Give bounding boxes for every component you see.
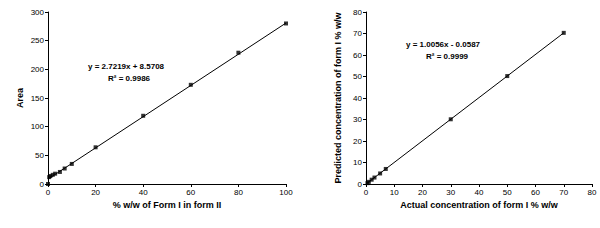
svg-text:0: 0 xyxy=(358,180,363,189)
svg-text:0: 0 xyxy=(40,180,45,189)
svg-text:200: 200 xyxy=(31,65,45,74)
svg-text:300: 300 xyxy=(31,8,45,17)
svg-text:150: 150 xyxy=(31,94,45,103)
svg-text:60: 60 xyxy=(186,188,195,197)
svg-text:70: 70 xyxy=(353,29,362,38)
svg-text:y = 1.0056x - 0.0587: y = 1.0056x - 0.0587 xyxy=(406,40,481,49)
svg-text:70: 70 xyxy=(559,188,568,197)
svg-text:% w/w of Form I in form II: % w/w of Form I in form II xyxy=(113,200,222,210)
svg-text:Area: Area xyxy=(15,87,25,108)
svg-text:100: 100 xyxy=(279,188,293,197)
svg-text:50: 50 xyxy=(353,72,362,81)
svg-text:80: 80 xyxy=(353,8,362,17)
svg-text:R² = 0.9986: R² = 0.9986 xyxy=(108,74,151,83)
svg-text:0: 0 xyxy=(46,188,51,197)
svg-text:20: 20 xyxy=(418,188,427,197)
svg-text:100: 100 xyxy=(31,122,45,131)
svg-text:30: 30 xyxy=(446,188,455,197)
svg-text:10: 10 xyxy=(353,158,362,167)
svg-text:R² = 0.9999: R² = 0.9999 xyxy=(426,52,469,61)
svg-text:20: 20 xyxy=(91,188,100,197)
svg-text:250: 250 xyxy=(31,36,45,45)
svg-text:50: 50 xyxy=(35,151,44,160)
svg-text:y = 2.7219x + 8.5708: y = 2.7219x + 8.5708 xyxy=(88,62,165,71)
svg-text:40: 40 xyxy=(475,188,484,197)
svg-text:60: 60 xyxy=(353,51,362,60)
svg-text:80: 80 xyxy=(588,188,597,197)
svg-text:Actual concentration of form I: Actual concentration of form I % w/w xyxy=(400,200,559,210)
svg-text:Predicted concentration of for: Predicted concentration of form I % w/w xyxy=(333,11,343,183)
svg-text:50: 50 xyxy=(503,188,512,197)
svg-text:10: 10 xyxy=(390,188,399,197)
svg-text:60: 60 xyxy=(531,188,540,197)
svg-text:40: 40 xyxy=(139,188,148,197)
svg-text:0: 0 xyxy=(364,188,369,197)
svg-text:40: 40 xyxy=(353,94,362,103)
svg-text:30: 30 xyxy=(353,115,362,124)
svg-text:80: 80 xyxy=(234,188,243,197)
svg-text:20: 20 xyxy=(353,137,362,146)
